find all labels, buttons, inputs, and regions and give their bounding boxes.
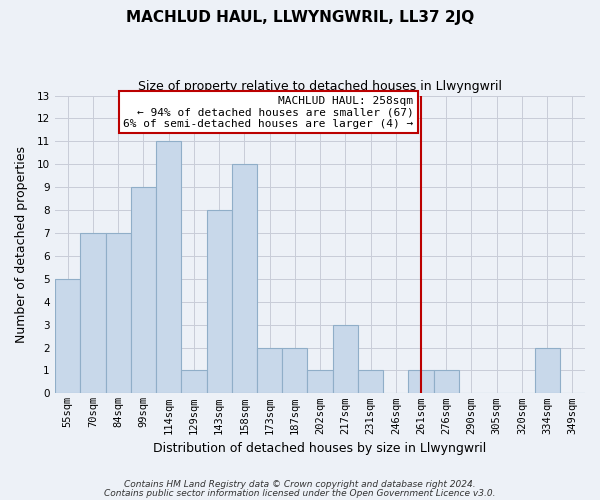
Text: MACHLUD HAUL, LLWYNGWRIL, LL37 2JQ: MACHLUD HAUL, LLWYNGWRIL, LL37 2JQ	[126, 10, 474, 25]
Bar	[282, 348, 307, 394]
Text: Contains HM Land Registry data © Crown copyright and database right 2024.: Contains HM Land Registry data © Crown c…	[124, 480, 476, 489]
Bar	[257, 348, 282, 394]
Bar	[206, 210, 232, 394]
Title: Size of property relative to detached houses in Llwyngwril: Size of property relative to detached ho…	[138, 80, 502, 93]
Bar	[434, 370, 459, 394]
Bar	[535, 348, 560, 394]
Y-axis label: Number of detached properties: Number of detached properties	[15, 146, 28, 343]
Bar	[358, 370, 383, 394]
X-axis label: Distribution of detached houses by size in Llwyngwril: Distribution of detached houses by size …	[154, 442, 487, 455]
Bar	[131, 187, 156, 394]
Bar	[106, 233, 131, 394]
Bar	[332, 324, 358, 394]
Bar	[156, 142, 181, 394]
Bar	[307, 370, 332, 394]
Bar	[232, 164, 257, 394]
Bar	[55, 279, 80, 394]
Text: MACHLUD HAUL: 258sqm
← 94% of detached houses are smaller (67)
6% of semi-detach: MACHLUD HAUL: 258sqm ← 94% of detached h…	[123, 96, 413, 129]
Text: Contains public sector information licensed under the Open Government Licence v3: Contains public sector information licen…	[104, 489, 496, 498]
Bar	[409, 370, 434, 394]
Bar	[181, 370, 206, 394]
Bar	[80, 233, 106, 394]
